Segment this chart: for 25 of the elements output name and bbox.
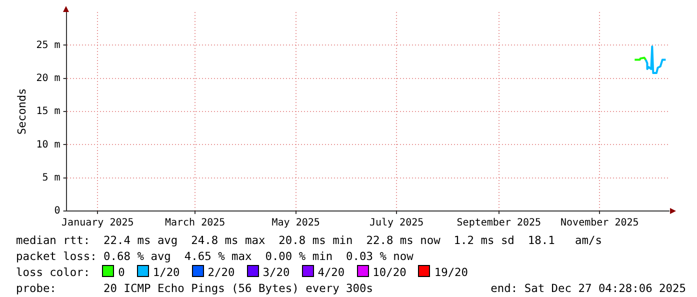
legend-label: 2/20: [208, 266, 235, 279]
legend-label: 1/20: [152, 266, 180, 279]
y-tick-label: 0: [54, 206, 60, 217]
y-tick-label: 15 m: [36, 106, 60, 118]
legend-title: loss color:: [16, 266, 90, 279]
y-axis-title: Seconds: [15, 88, 28, 135]
text: packet loss: 0.68 % avg 4.65 % max 0.00 % min 0.03 % now: [16, 249, 414, 265]
x-tick-label: March 2025: [164, 218, 226, 229]
x-tick-label: May 2025: [272, 218, 320, 229]
text: median rtt: 22.4 ms avg 24.8 ms max 20.8 ms min 22.8 ms now 1.2 ms sd 18.1 am/s: [16, 233, 603, 249]
y-tick-label: 25 m: [36, 40, 60, 51]
legend-label: 10/20: [372, 266, 406, 279]
legend-label: 0: [118, 266, 125, 279]
text: probe: 20 ICMP Echo Pings (56 Bytes) every 300s: [16, 282, 373, 295]
x-tick-label: July 2025: [369, 218, 424, 229]
legend-label: 3/20: [262, 266, 290, 279]
text: end: Sat Dec 27 04:28:06 2025: [490, 281, 686, 297]
legend-label: 19/20: [434, 266, 468, 279]
y-tick-label: 10 m: [36, 139, 60, 150]
x-tick-label: September 2025: [456, 218, 542, 229]
x-tick-label: January 2025: [62, 218, 134, 229]
y-tick-label: 5 m: [42, 172, 60, 184]
legend-label: 4/20: [318, 266, 345, 279]
y-tick-label: 20 m: [36, 72, 60, 84]
x-tick-label: November 2025: [560, 218, 639, 229]
